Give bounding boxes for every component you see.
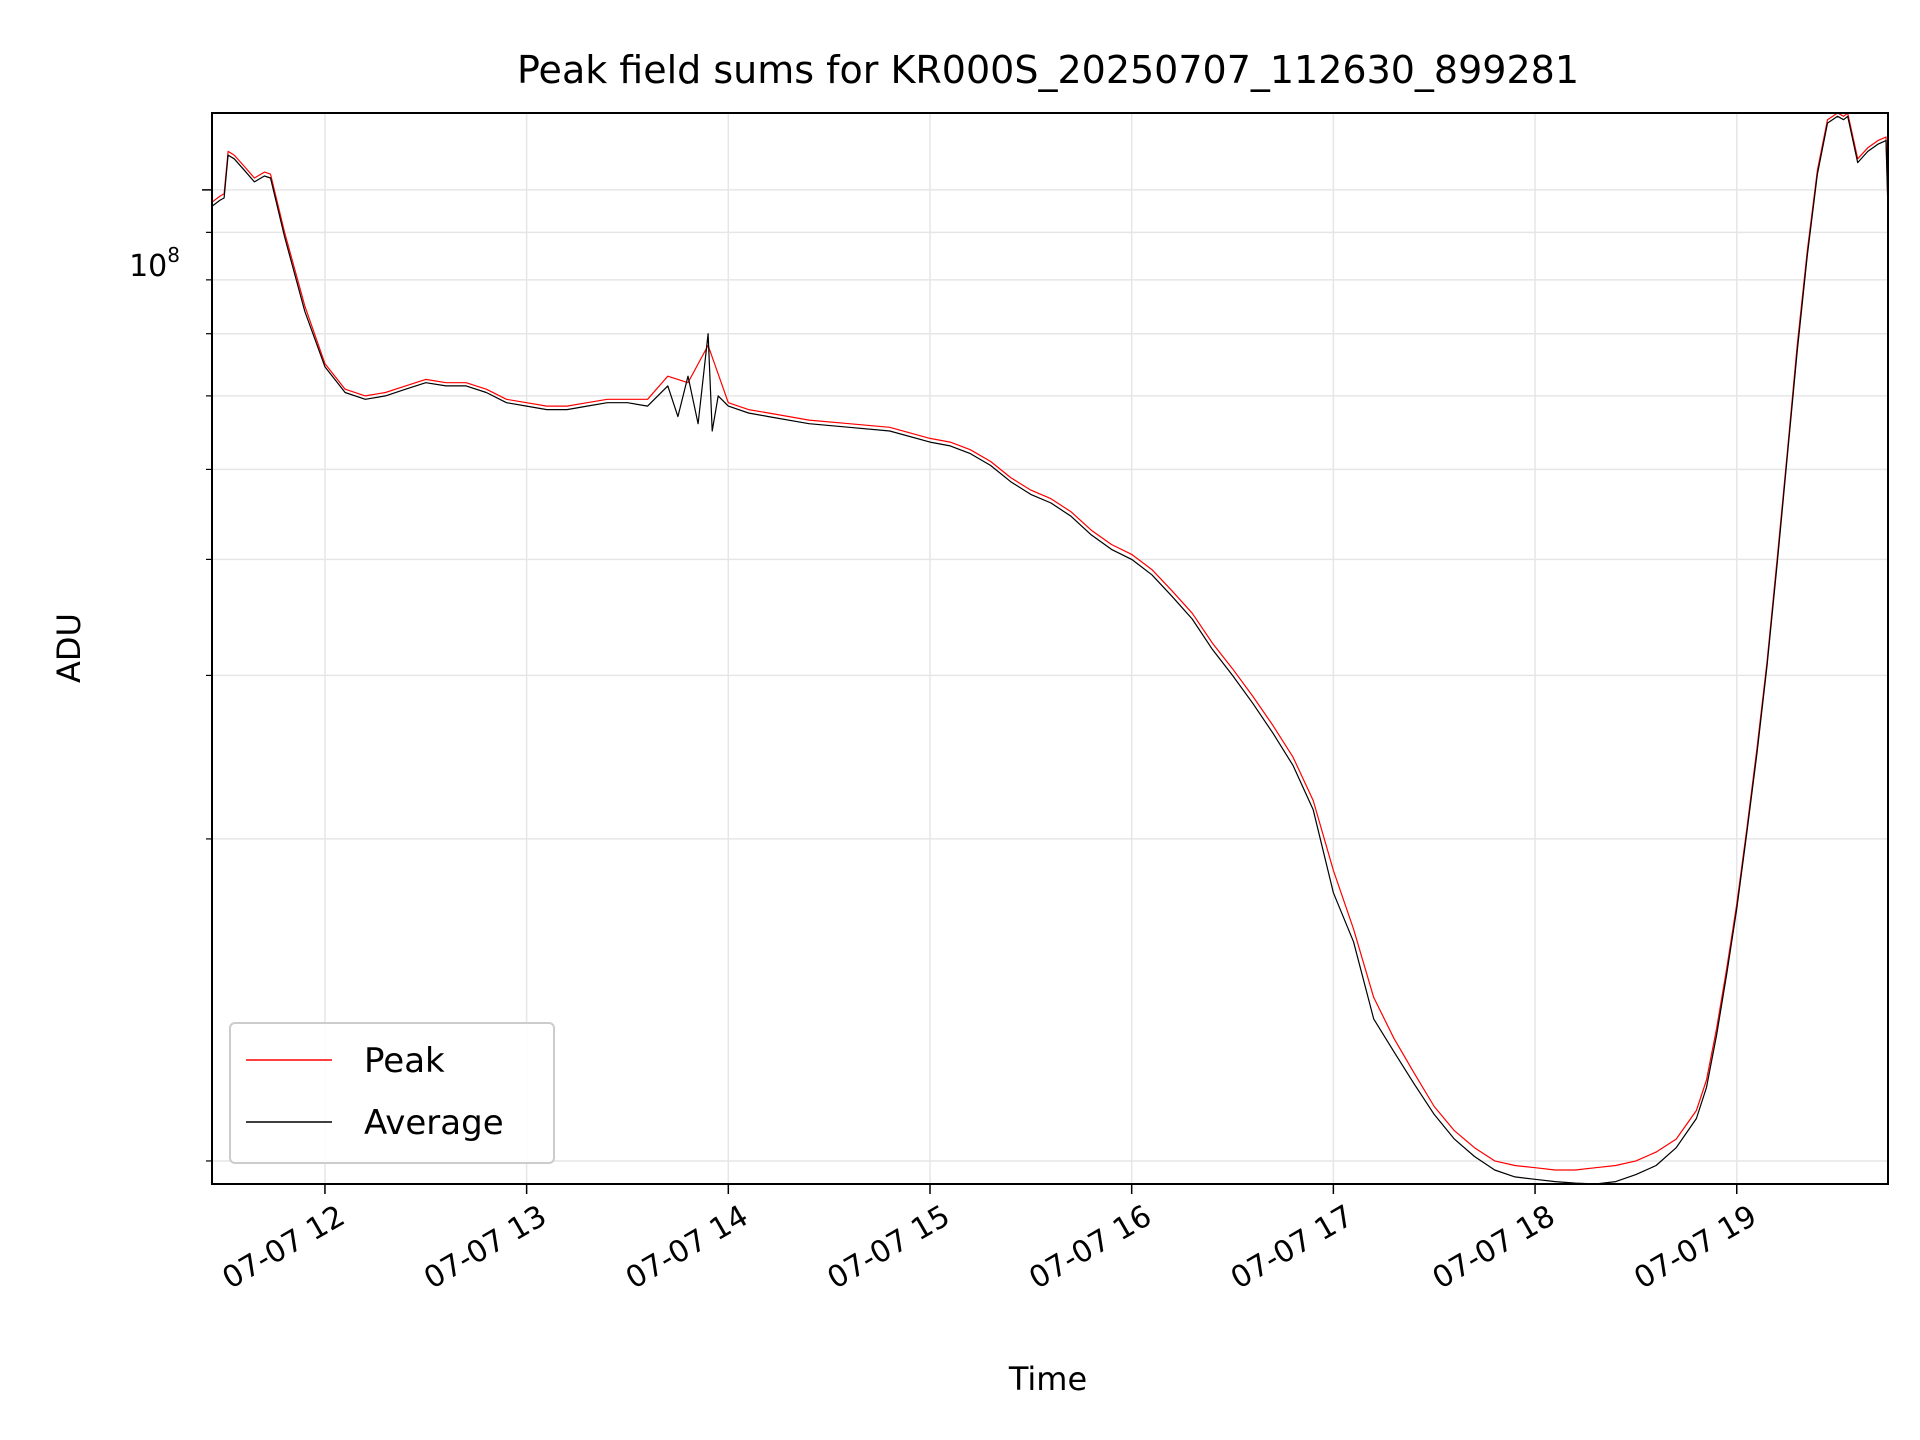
series-line-average: [212, 115, 1888, 1184]
plot-area: [212, 113, 1888, 1184]
legend-box: [229, 1022, 555, 1164]
y-tick-label-exponent: 8: [167, 243, 180, 267]
x-axis-label: Time: [1008, 1360, 1087, 1398]
chart-title: Peak field sums for KR000S_20250707_1126…: [517, 48, 1579, 92]
legend-label-peak: Peak: [364, 1041, 445, 1081]
y-tick-label-base: 10: [129, 249, 167, 284]
plot-frame: [211, 112, 1889, 1185]
y-tick-label: 108: [129, 243, 180, 284]
legend: Peak Average: [229, 1022, 555, 1164]
y-axis-ticks: 108: [129, 189, 212, 1162]
legend-label-average: Average: [364, 1103, 504, 1143]
y-axis-label: ADU: [50, 613, 88, 683]
